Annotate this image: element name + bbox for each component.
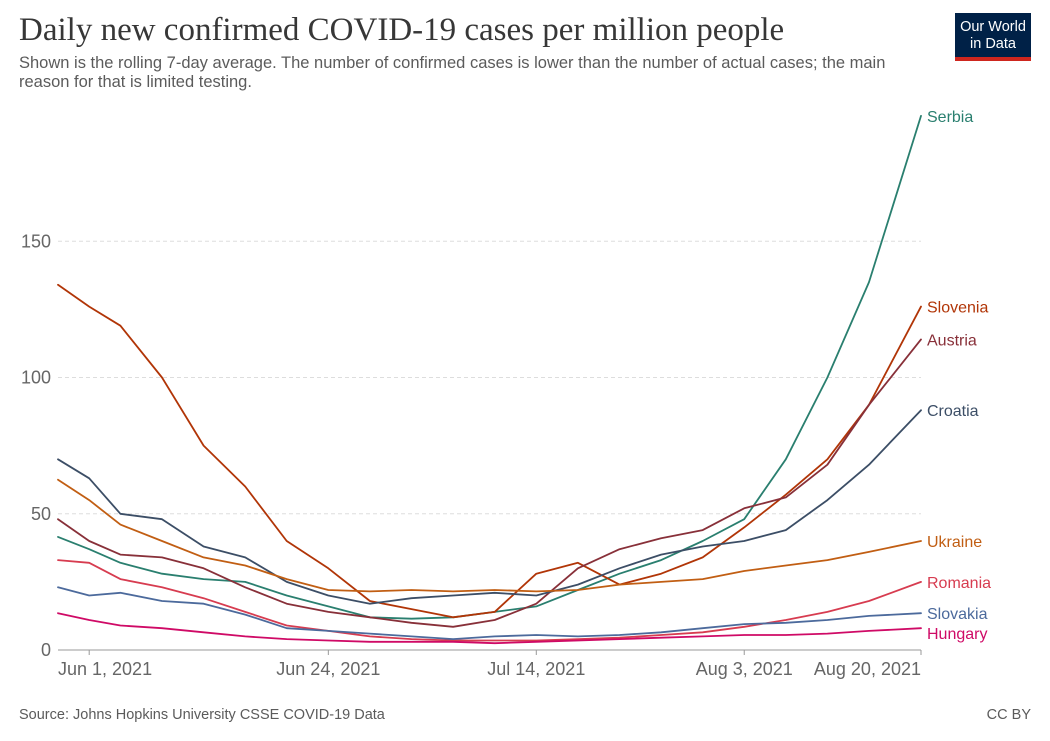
x-tick-label: Jun 1, 2021	[58, 659, 152, 679]
x-tick-label: Aug 3, 2021	[696, 659, 793, 679]
y-tick-label: 100	[21, 368, 51, 388]
y-axis: 0 50 100 150	[21, 231, 51, 660]
x-tick-label: Jun 24, 2021	[276, 659, 380, 679]
x-axis: Jun 1, 2021 Jun 24, 2021 Jul 14, 2021 Aug 3…	[58, 649, 922, 679]
y-tick-label: 50	[31, 504, 51, 524]
series-label-slovakia: Slovakia	[927, 606, 988, 623]
x-tick-label: Jul 14, 2021	[487, 659, 585, 679]
series-label-serbia: Serbia	[927, 109, 973, 126]
series-lines	[57, 115, 922, 645]
y-tick-label: 0	[41, 640, 51, 660]
chart-title: Daily new confirmed COVID-19 cases per m…	[19, 12, 785, 48]
series-line-slovenia	[57, 283, 922, 619]
series-label-hungary: Hungary	[927, 626, 987, 643]
series-line-romania	[57, 559, 922, 642]
series-line-ukraine	[57, 478, 922, 593]
series-line-slovakia	[57, 586, 922, 640]
series-label-slovenia: Slovenia	[927, 300, 988, 317]
series-label-romania: Romania	[927, 575, 991, 592]
owid-logo[interactable]: Our World in Data	[955, 13, 1031, 61]
source-note: Source: Johns Hopkins University CSSE CO…	[19, 707, 385, 723]
series-line-croatia	[57, 409, 922, 605]
series-labels: Serbia Slovenia Austria Croatia Ukraine Roman…	[927, 109, 991, 643]
series-line-austria	[57, 338, 922, 628]
series-line-hungary	[57, 612, 922, 645]
series-label-croatia: Croatia	[927, 403, 979, 420]
license-link[interactable]: CC BY	[986, 707, 1031, 723]
logo-line-2: in Data	[970, 36, 1016, 52]
chart-subtitle: Shown is the rolling 7-day average. The …	[19, 54, 886, 91]
series-label-austria: Austria	[927, 332, 977, 349]
grid-lines	[58, 240, 921, 515]
series-line-serbia	[57, 115, 922, 620]
logo-line-1: Our World	[960, 19, 1026, 35]
y-tick-label: 150	[21, 231, 51, 251]
x-tick-label: Aug 20, 2021	[814, 659, 921, 679]
series-label-ukraine: Ukraine	[927, 534, 982, 551]
